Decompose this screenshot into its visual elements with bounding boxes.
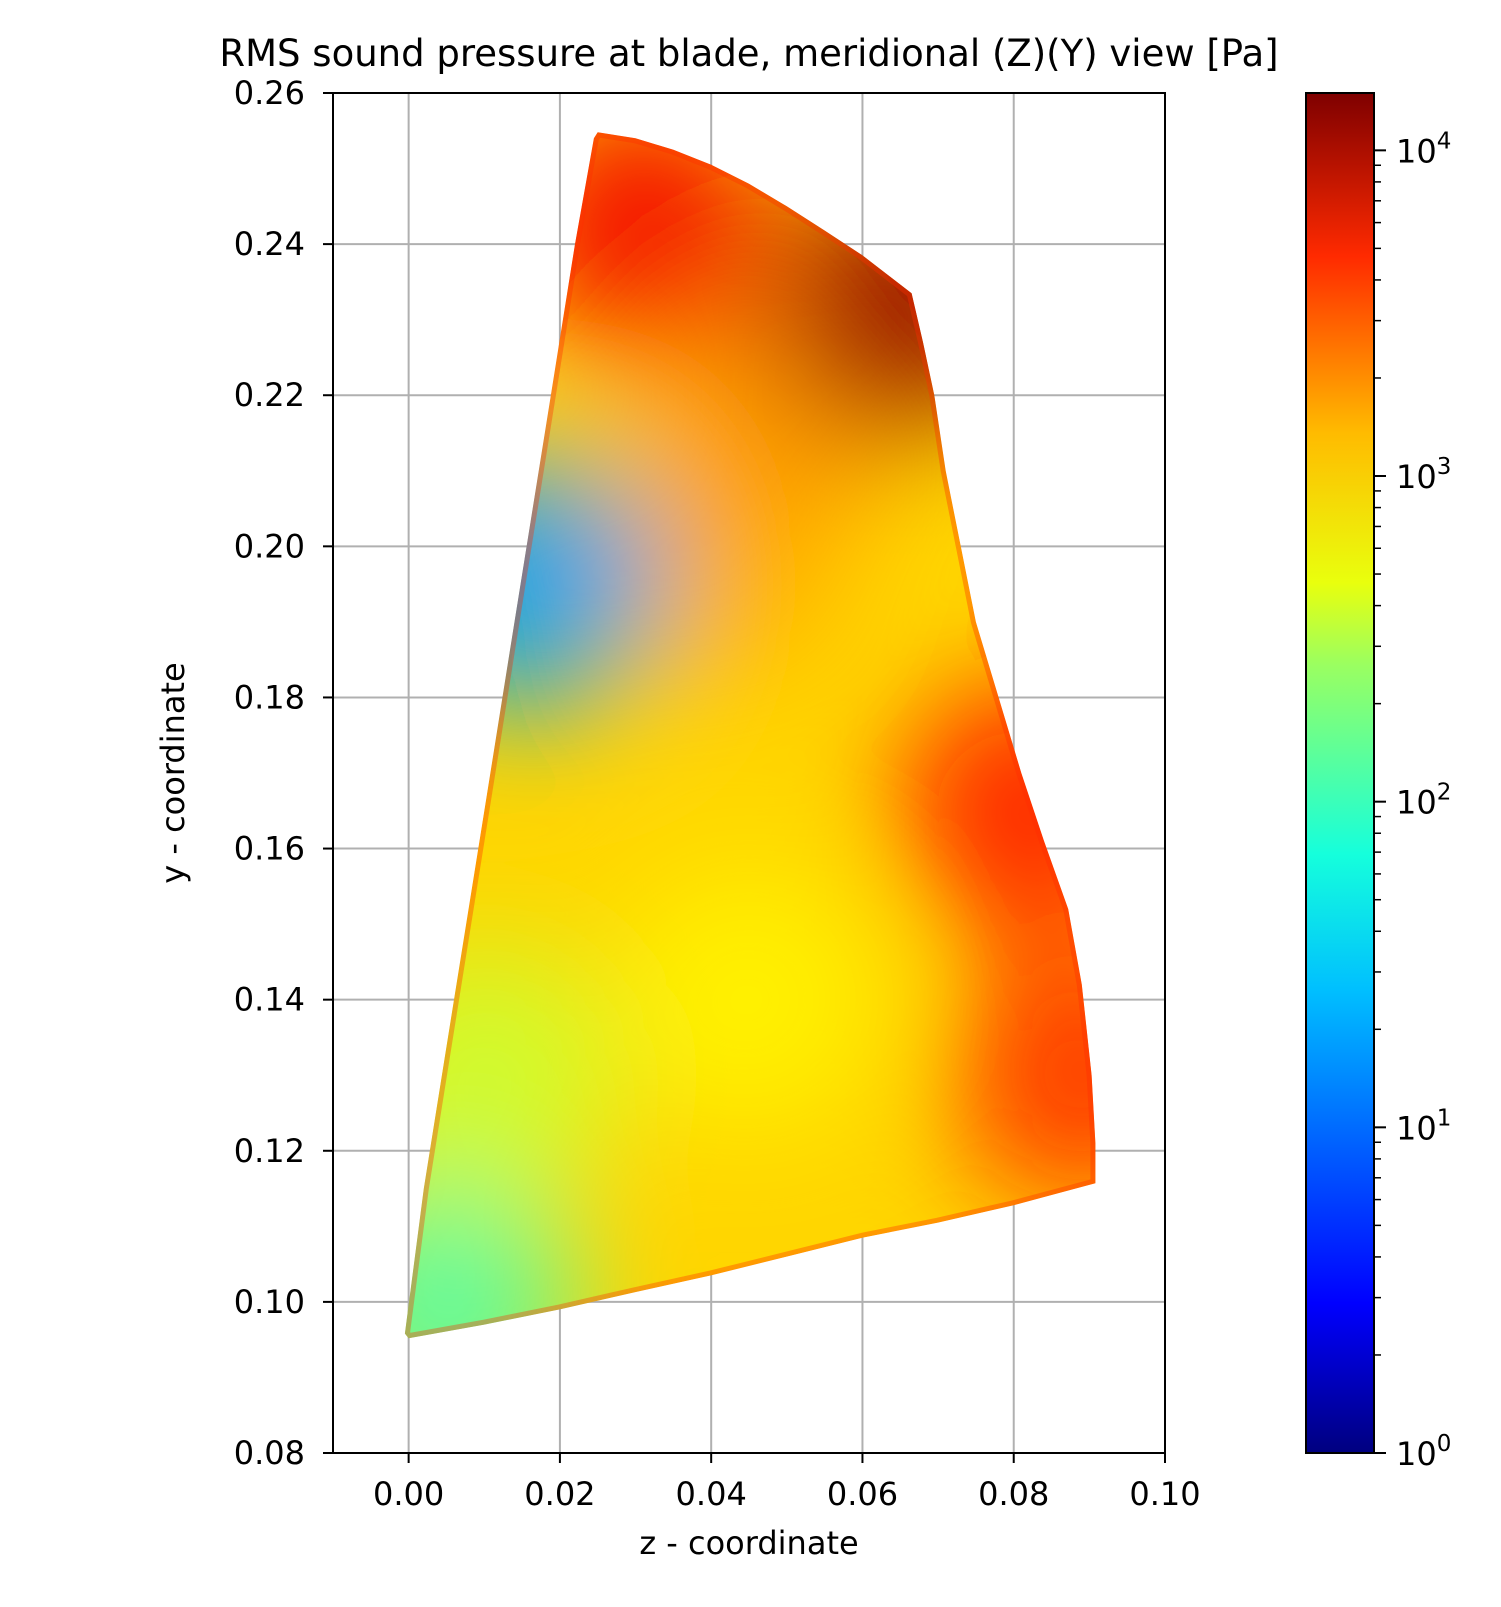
x-tick-label: 0.00: [373, 1475, 444, 1513]
colorbar-tick-exponent: 0: [1437, 1431, 1452, 1457]
colorbar-tick-exponent: 3: [1437, 454, 1452, 480]
x-tick-label: 0.08: [978, 1475, 1049, 1513]
colorbar-tick-label: 102: [1396, 780, 1451, 822]
y-tick-label: 0.10: [234, 1283, 305, 1321]
y-tick-label: 0.22: [234, 376, 305, 414]
x-tick-label: 0.06: [827, 1475, 898, 1513]
y-axis-ticks: 0.08 0.10 0.12 0.14 0.16 0.18 0.20 0.22 0.24 0.26: [234, 74, 333, 1472]
plot-frame: [332, 92, 1166, 1454]
y-tick-label: 0.08: [234, 1434, 305, 1472]
chart-title: RMS sound pressure at blade, meridional …: [219, 32, 1278, 75]
y-axis-label: y - coordinate: [154, 662, 192, 884]
colorbar-tick-base: 10: [1396, 1109, 1437, 1147]
x-tick-label: 0.10: [1129, 1475, 1200, 1513]
field-sample-point: [404, 1171, 577, 1339]
colorbar-tick-base: 10: [1396, 458, 1437, 496]
colorbar-tick-exponent: 1: [1437, 1105, 1452, 1131]
colorbar-tick-label: 101: [1396, 1105, 1451, 1147]
field-sample-point: [619, 869, 879, 1130]
y-tick-label: 0.14: [234, 981, 305, 1019]
y-tick-label: 0.16: [234, 830, 305, 868]
x-tick-label: 0.04: [676, 1475, 747, 1513]
colorbar-tick-exponent: 2: [1437, 780, 1452, 806]
plot-area: 0.00 0.02 0.04 0.06 0.08 0.10 0.08 0.10 0.12 0.1…: [234, 74, 1201, 1513]
colorbar-tick-base: 10: [1396, 784, 1437, 822]
y-tick-label: 0.24: [234, 225, 305, 263]
colorbar-tick-base: 10: [1396, 132, 1437, 170]
y-tick-label: 0.18: [234, 678, 305, 716]
colorbar-tick-label: 103: [1396, 454, 1451, 496]
colorbar-tick-label: 100: [1396, 1431, 1451, 1473]
colorbar-gradient-bar: [1305, 92, 1375, 1454]
x-axis-ticks: 0.00 0.02 0.04 0.06 0.08 0.10: [373, 1453, 1201, 1513]
colorbar-tick-exponent: 4: [1437, 128, 1452, 154]
colorbar-tick-base: 10: [1396, 1435, 1437, 1473]
colorbar-tick-label: 104: [1396, 128, 1451, 170]
x-axis-label: z - coordinate: [639, 1524, 858, 1562]
blade-edge-glow: [404, 132, 1096, 1339]
y-tick-label: 0.26: [234, 74, 305, 112]
y-tick-label: 0.20: [234, 527, 305, 565]
field-sample-point: [951, 945, 1096, 1206]
y-tick-label: 0.12: [234, 1132, 305, 1170]
x-tick-label: 0.02: [524, 1475, 595, 1513]
